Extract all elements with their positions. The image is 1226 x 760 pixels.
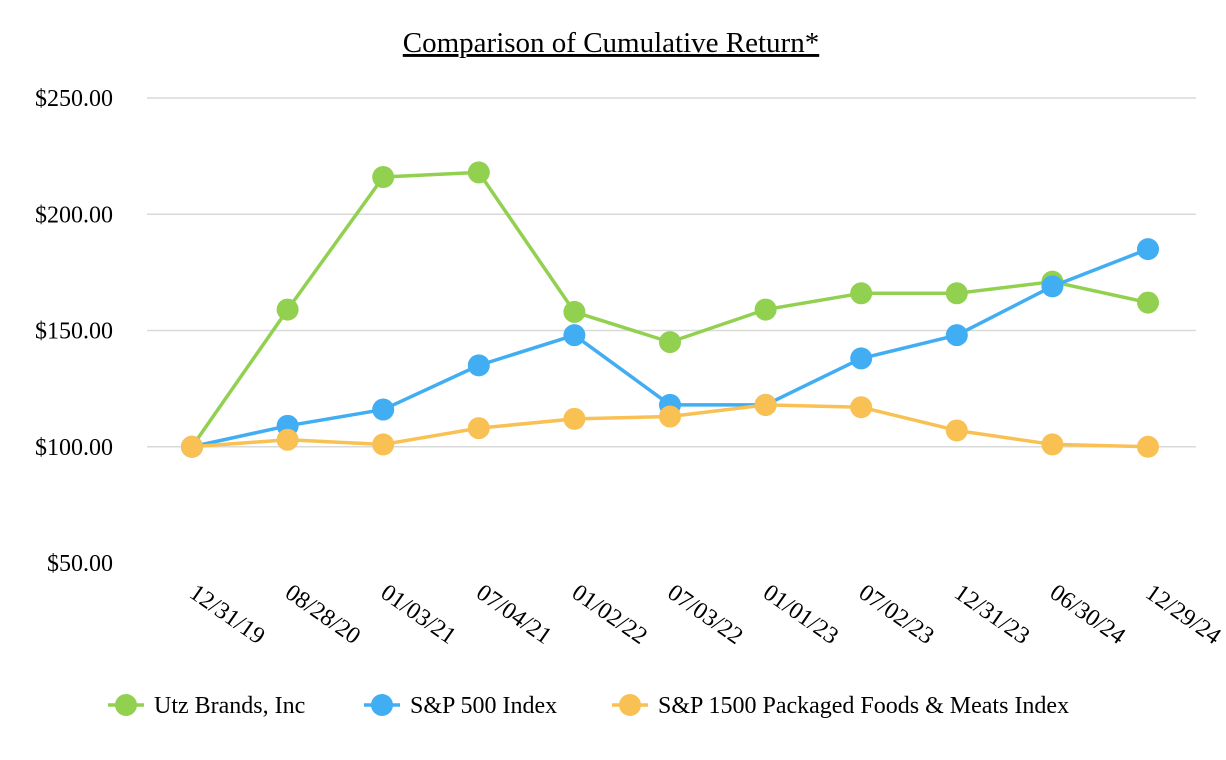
x-tick-label: 08/28/20	[280, 580, 365, 650]
data-point	[181, 435, 203, 458]
x-tick-label: 01/02/22	[567, 580, 652, 650]
y-axis-ticks: $50.00 $100.00 $150.00 $200.00 $250.00	[35, 86, 113, 577]
data-point	[276, 428, 299, 451]
x-tick-label: 07/03/22	[663, 580, 748, 650]
x-tick-label: 12/29/24	[1141, 580, 1226, 650]
series-layer	[181, 161, 1159, 458]
x-tick-label: 06/30/24	[1045, 580, 1130, 650]
data-point	[754, 298, 777, 321]
y-tick-label: $200.00	[35, 202, 113, 228]
data-point	[467, 417, 490, 440]
series-3	[181, 393, 1159, 458]
data-point	[754, 393, 777, 416]
data-point	[372, 433, 395, 456]
legend: Utz Brands, Inc S&P 500 Index S&P 1500 Pac…	[108, 693, 1069, 719]
y-tick-label: $100.00	[35, 435, 113, 461]
legend-label: S&P 500 Index	[410, 693, 557, 719]
data-point	[1041, 433, 1064, 456]
data-point	[276, 298, 299, 321]
legend-item: Utz Brands, Inc	[108, 693, 305, 719]
x-tick-label: 12/31/19	[185, 580, 270, 650]
data-point	[372, 166, 395, 189]
legend-item: S&P 500 Index	[364, 693, 557, 719]
legend-label: Utz Brands, Inc	[154, 693, 305, 719]
legend-label: S&P 1500 Packaged Foods & Meats Index	[658, 693, 1069, 719]
y-tick-label: $250.00	[35, 86, 113, 112]
data-point	[850, 282, 873, 305]
data-point	[850, 396, 873, 419]
data-point	[467, 161, 490, 184]
data-point	[563, 300, 586, 323]
data-point	[659, 405, 681, 428]
x-tick-label: 07/04/21	[471, 580, 556, 650]
data-point	[1137, 238, 1159, 261]
x-axis-ticks: 12/31/19 08/28/20 01/03/21 07/04/21 01/02/22…	[185, 580, 1226, 650]
legend-swatch-marker	[371, 694, 393, 716]
data-point	[1137, 435, 1159, 458]
data-point	[563, 407, 586, 430]
data-point	[1137, 291, 1159, 314]
y-tick-label: $50.00	[47, 551, 113, 577]
y-tick-label: $150.00	[35, 319, 113, 345]
data-point	[945, 419, 968, 442]
x-tick-label: 12/31/23	[949, 580, 1034, 650]
data-point	[467, 354, 490, 377]
data-point	[850, 347, 873, 370]
data-point	[945, 324, 968, 347]
grid-lines	[147, 97, 1196, 448]
data-point	[945, 282, 968, 305]
x-tick-label: 01/01/23	[758, 580, 843, 650]
data-point	[659, 331, 681, 354]
legend-item: S&P 1500 Packaged Foods & Meats Index	[612, 693, 1069, 719]
x-tick-label: 07/02/23	[854, 580, 939, 650]
data-point	[372, 398, 395, 421]
x-tick-label: 01/03/21	[376, 580, 461, 650]
legend-swatch-marker	[115, 694, 137, 716]
data-point	[1041, 275, 1064, 298]
chart-title: Comparison of Cumulative Return*	[403, 27, 819, 59]
data-point	[563, 324, 586, 347]
legend-swatch-marker	[619, 694, 641, 716]
